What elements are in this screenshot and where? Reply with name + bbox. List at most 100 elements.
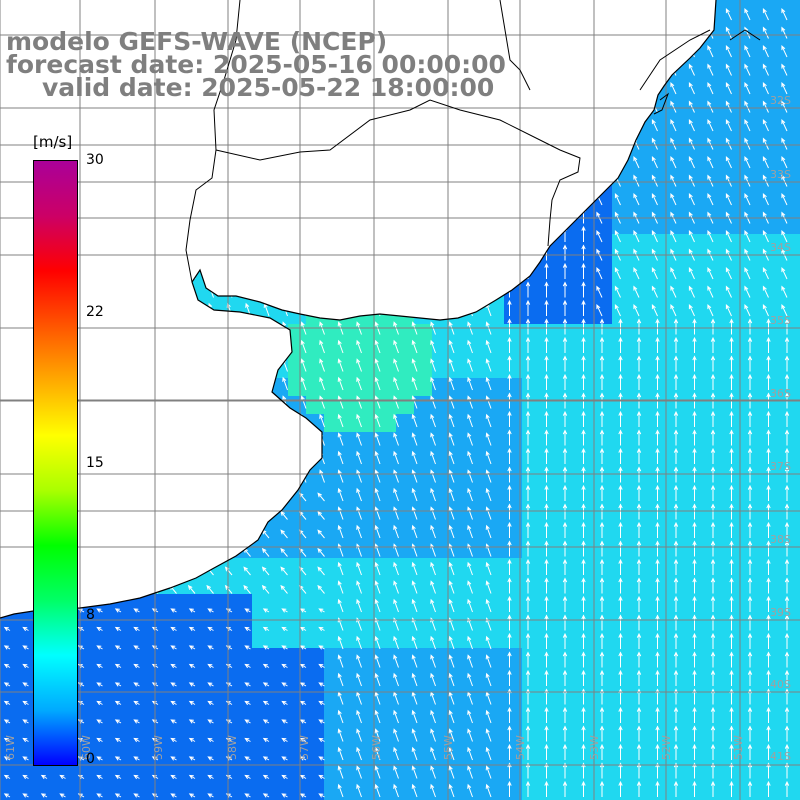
wind-arrow bbox=[467, 469, 473, 483]
wind-speed-cell bbox=[162, 630, 180, 648]
wind-arrow bbox=[599, 503, 605, 520]
wind-speed-cell bbox=[396, 324, 414, 342]
wind-arrow bbox=[581, 429, 586, 446]
wind-speed-cell bbox=[378, 216, 396, 234]
wind-arrow bbox=[393, 487, 399, 502]
wind-speed-cell bbox=[414, 414, 432, 432]
wind-arrow bbox=[95, 510, 103, 520]
wind-speed-cell bbox=[270, 792, 288, 800]
wind-arrow bbox=[784, 706, 790, 723]
wind-speed-cell bbox=[702, 594, 720, 612]
wind-speed-cell bbox=[144, 612, 162, 630]
wind-arrow bbox=[562, 429, 568, 446]
wind-speed-cell bbox=[216, 324, 234, 342]
wind-arrow bbox=[337, 173, 344, 187]
wind-speed-cell bbox=[450, 270, 468, 288]
wind-speed-cell bbox=[360, 126, 378, 144]
wind-arrow bbox=[282, 432, 288, 446]
wind-arrow bbox=[485, 395, 492, 409]
wind-speed-cell bbox=[432, 648, 450, 666]
wind-speed-cell bbox=[540, 774, 558, 792]
wind-speed-cell bbox=[432, 594, 450, 612]
lon-label: 57W bbox=[298, 735, 311, 760]
wind-arrow bbox=[280, 566, 288, 576]
wind-arrow bbox=[393, 709, 399, 724]
wind-speed-cell bbox=[198, 396, 216, 414]
wind-arrow bbox=[374, 339, 381, 354]
wind-speed-cell bbox=[756, 360, 774, 378]
wind-arrow bbox=[96, 756, 103, 761]
wind-arrow bbox=[97, 117, 103, 132]
wind-arrow bbox=[244, 608, 251, 613]
wind-speed-cell bbox=[126, 540, 144, 558]
wind-arrow bbox=[562, 262, 568, 279]
wind-arrow bbox=[467, 598, 473, 613]
wind-arrow bbox=[448, 524, 455, 539]
wind-speed-cell bbox=[342, 432, 360, 450]
wind-speed-cell bbox=[486, 216, 504, 234]
wind-arrow bbox=[599, 558, 605, 575]
wind-arrow bbox=[206, 547, 214, 557]
wind-arrow bbox=[784, 484, 790, 501]
wind-speed-cell bbox=[522, 108, 540, 126]
wind-arrow bbox=[134, 117, 140, 132]
wind-speed-cell bbox=[450, 738, 468, 756]
wind-arrow bbox=[430, 395, 436, 409]
wind-arrow bbox=[187, 566, 196, 576]
wind-speed-cell bbox=[252, 720, 270, 738]
wind-speed-cell bbox=[468, 738, 486, 756]
wind-arrow bbox=[430, 654, 436, 668]
wind-arrow bbox=[507, 244, 512, 261]
wind-speed-cell bbox=[0, 198, 18, 216]
wind-speed-cell bbox=[396, 342, 414, 360]
wind-speed-cell bbox=[576, 792, 594, 800]
wind-speed-cell bbox=[162, 306, 180, 324]
wind-speed-cell bbox=[666, 450, 684, 468]
wind-speed-cell bbox=[756, 90, 774, 108]
wind-speed-cell bbox=[198, 576, 216, 594]
wind-arrow bbox=[170, 700, 177, 706]
wind-arrow bbox=[152, 154, 159, 169]
wind-arrow bbox=[507, 651, 512, 668]
wind-speed-cell bbox=[378, 630, 396, 648]
wind-speed-cell bbox=[216, 432, 234, 450]
wind-arrow bbox=[207, 793, 214, 798]
wind-speed-cell bbox=[216, 702, 234, 720]
wind-speed-cell bbox=[792, 540, 800, 558]
wind-arrow bbox=[337, 284, 344, 298]
wind-speed-cell bbox=[792, 522, 800, 540]
wind-arrow bbox=[95, 584, 103, 594]
wind-speed-cell bbox=[738, 774, 756, 792]
wind-arrow bbox=[651, 230, 658, 243]
wind-arrow bbox=[318, 774, 325, 780]
wind-speed-cell bbox=[144, 126, 162, 144]
wind-speed-cell bbox=[594, 396, 612, 414]
lon-label: 59W bbox=[152, 735, 165, 760]
wind-arrow bbox=[282, 469, 288, 483]
wind-arrow bbox=[374, 783, 381, 798]
wind-arrow bbox=[133, 682, 140, 687]
wind-arrow bbox=[170, 756, 177, 761]
wind-speed-cell bbox=[54, 0, 72, 18]
wind-arrow bbox=[208, 99, 214, 113]
wind-speed-cell bbox=[684, 324, 702, 342]
wind-speed-cell bbox=[90, 666, 108, 684]
wind-speed-cell bbox=[162, 108, 180, 126]
wind-arrow bbox=[636, 614, 642, 631]
wind-arrow bbox=[261, 492, 270, 502]
wind-speed-cell bbox=[666, 576, 684, 594]
wind-arrow bbox=[581, 762, 586, 779]
wind-speed-cell bbox=[702, 180, 720, 198]
wind-speed-cell bbox=[576, 306, 594, 324]
wind-arrow bbox=[207, 663, 214, 669]
wind-arrow bbox=[781, 230, 788, 243]
wind-speed-cell bbox=[558, 666, 576, 684]
wind-speed-cell bbox=[252, 216, 270, 234]
wind-arrow bbox=[618, 503, 623, 520]
wind-speed-cell bbox=[414, 774, 432, 792]
wind-arrow bbox=[596, 285, 603, 298]
colorbar-tick-label: 30 bbox=[86, 152, 104, 168]
wind-arrow bbox=[599, 318, 605, 335]
wind-speed-cell bbox=[306, 180, 324, 198]
wind-arrow bbox=[651, 119, 658, 132]
